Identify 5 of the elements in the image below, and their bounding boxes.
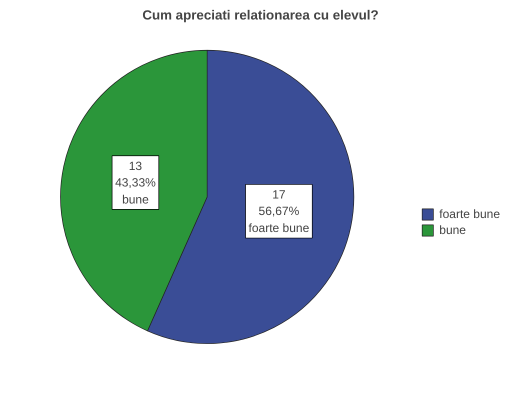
legend-label: foarte bune [439, 206, 500, 220]
chart-title: Cum apreciati relationarea cu elevul? [142, 8, 379, 22]
data-label: 17 56,67% foarte bune [248, 187, 310, 236]
data-label: 13 43,33% bune [115, 158, 156, 206]
legend-label: bune [439, 222, 466, 236]
